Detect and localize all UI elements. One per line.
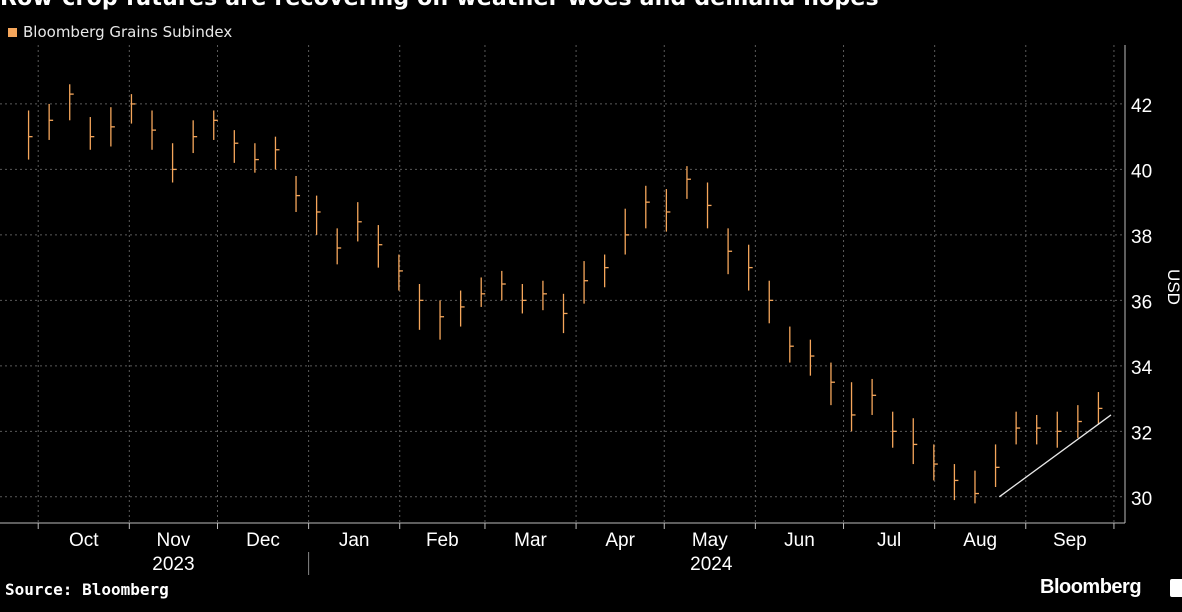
legend-swatch: [8, 27, 17, 37]
month-tick-label: Sep: [1053, 530, 1087, 551]
y-axis-label: USD: [1164, 269, 1182, 305]
y-tick-label: 40: [1131, 161, 1152, 182]
month-tick-label: Mar: [514, 530, 547, 551]
legend-label: Bloomberg Grains Subindex: [23, 23, 233, 41]
brand-mark-icon: [1170, 579, 1182, 597]
month-tick-label: Jul: [877, 530, 901, 551]
month-tick-label: May: [692, 530, 728, 551]
y-tick-label: 38: [1131, 227, 1152, 248]
month-tick-label: Feb: [426, 530, 459, 551]
month-tick-label: Apr: [605, 530, 635, 551]
chart-title: Row-crop futures are recovering on weath…: [0, 0, 879, 11]
y-tick-label: 32: [1131, 423, 1152, 444]
year-label: 2024: [690, 554, 733, 575]
month-tick-label: Oct: [69, 530, 99, 551]
y-tick-label: 30: [1131, 489, 1152, 510]
y-tick-label: 34: [1131, 358, 1153, 379]
y-tick-label: 42: [1131, 96, 1152, 117]
source-note: Source: Bloomberg: [5, 580, 169, 599]
y-tick-label: 36: [1131, 292, 1152, 313]
legend: Bloomberg Grains Subindex: [8, 23, 232, 41]
month-tick-label: Jun: [784, 530, 815, 551]
month-tick-label: Aug: [963, 530, 997, 551]
trend-line: [998, 414, 1112, 498]
year-label: 2023: [152, 554, 194, 575]
month-tick-label: Jan: [339, 530, 370, 551]
month-tick-label: Nov: [157, 530, 191, 551]
month-tick-label: Dec: [246, 530, 280, 551]
brand-logo: Bloomberg: [1040, 576, 1142, 598]
